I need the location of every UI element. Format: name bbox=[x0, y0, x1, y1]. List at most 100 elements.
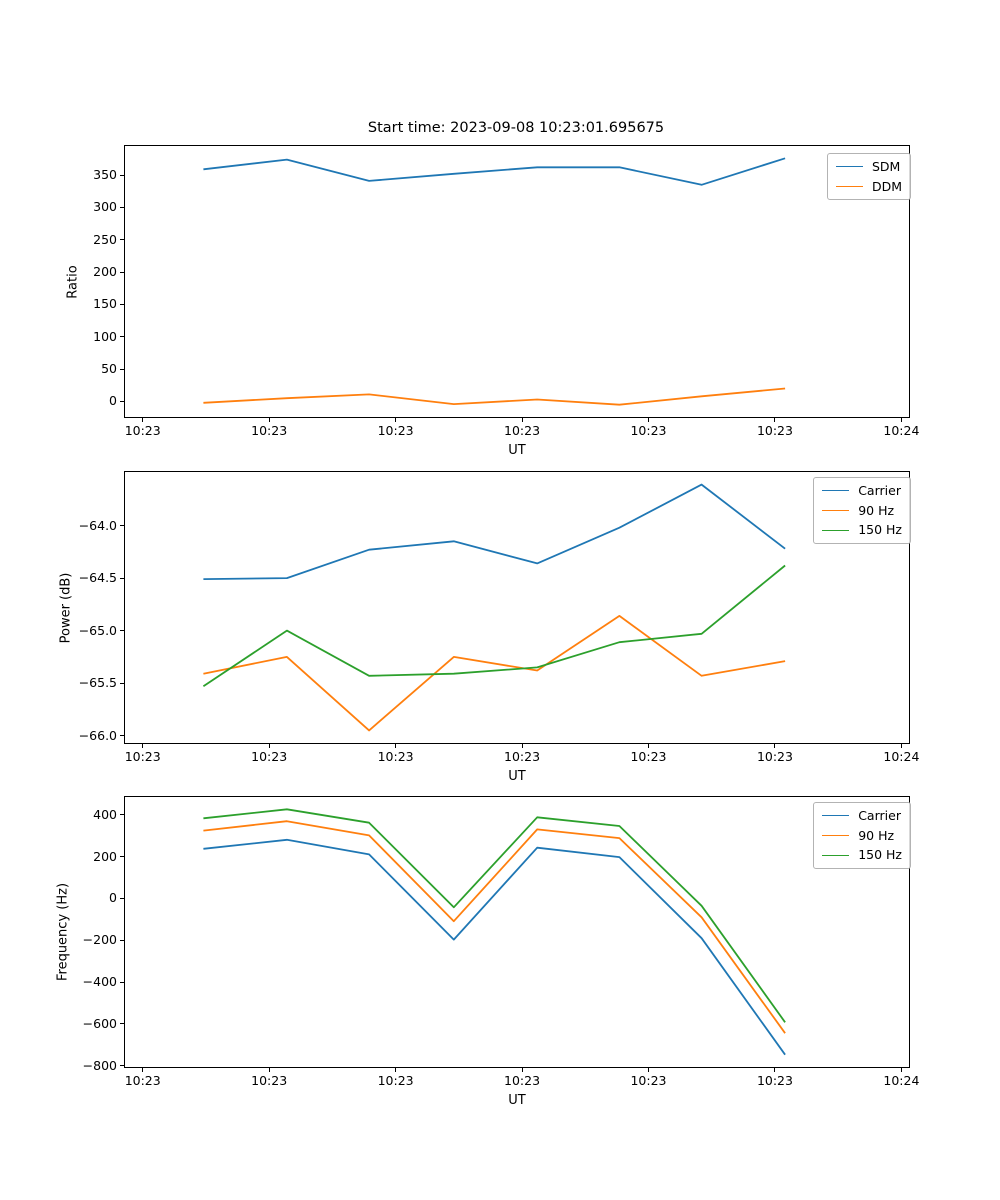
y-tick-mark bbox=[120, 400, 124, 402]
legend-label: Carrier bbox=[858, 483, 901, 498]
x-tick-mark bbox=[774, 744, 776, 748]
legend-line-swatch bbox=[822, 815, 850, 817]
y-tick-mark bbox=[120, 682, 124, 684]
legend-item-150-hz: 150 Hz bbox=[822, 847, 902, 863]
y-tick-label: −600 bbox=[82, 1015, 117, 1031]
series-line-sdm bbox=[203, 157, 786, 186]
legend-line-swatch bbox=[822, 834, 850, 836]
x-tick-label: 10:23 bbox=[504, 1073, 541, 1088]
legend-label: 90 Hz bbox=[858, 827, 895, 843]
legend-label: DDM bbox=[871, 178, 902, 194]
y-tick-mark bbox=[120, 303, 124, 305]
x-tick-mark bbox=[521, 418, 523, 422]
y-tick-label: −800 bbox=[82, 1057, 117, 1073]
power-plot: Power (dB) UT Carrier 90 Hz 150 Hz −66.0 −6… bbox=[59, 471, 919, 783]
y-tick-mark bbox=[120, 206, 124, 208]
y-tick-mark bbox=[120, 630, 124, 632]
legend-label: 150 Hz bbox=[858, 522, 902, 538]
x-tick-mark bbox=[395, 418, 397, 422]
y-tick-mark bbox=[120, 939, 124, 941]
x-tick-mark bbox=[395, 744, 397, 748]
y-tick-label: −65.5 bbox=[78, 674, 117, 690]
y-tick-mark bbox=[120, 897, 124, 899]
legend-line-swatch bbox=[835, 166, 863, 168]
legend-item-ddm: DDM bbox=[835, 178, 902, 195]
legend-item-carrier: Carrier bbox=[822, 808, 902, 824]
x-tick-label: 10:23 bbox=[504, 749, 541, 764]
legend-label: 90 Hz bbox=[858, 502, 895, 518]
y-tick-label: 250 bbox=[93, 231, 117, 247]
x-tick-label: 10:23 bbox=[377, 423, 414, 438]
y-tick-label: 50 bbox=[101, 360, 117, 376]
x-tick-mark bbox=[900, 1068, 902, 1072]
y-tick-label: 100 bbox=[93, 328, 117, 344]
x-tick-label: 10:23 bbox=[124, 749, 161, 764]
frequency-plot: Frequency (Hz) UT Carrier 90 Hz 150 Hz −80… bbox=[56, 796, 919, 1107]
x-tick-label: 10:23 bbox=[630, 749, 667, 764]
x-tick-mark bbox=[395, 1068, 397, 1072]
series-line-carrier bbox=[203, 838, 786, 1056]
x-tick-label: 10:23 bbox=[756, 423, 793, 438]
x-tick-label: 10:23 bbox=[251, 1073, 288, 1088]
y-tick-mark bbox=[120, 271, 124, 273]
ratio-y-axis-label: Ratio bbox=[65, 264, 81, 299]
x-tick-label: 10:23 bbox=[756, 749, 793, 764]
series-line-90-hz bbox=[203, 614, 786, 732]
y-tick-label: −64.0 bbox=[78, 517, 117, 533]
legend-item-carrier: Carrier bbox=[822, 483, 902, 499]
y-tick-mark bbox=[120, 1065, 124, 1067]
ratio-x-axis-label: UT bbox=[508, 443, 526, 458]
x-tick-label: 10:23 bbox=[630, 1073, 667, 1088]
x-tick-mark bbox=[142, 418, 144, 422]
legend-label: Carrier bbox=[858, 808, 901, 823]
x-tick-mark bbox=[900, 744, 902, 748]
x-tick-mark bbox=[268, 744, 270, 748]
x-tick-label: 10:23 bbox=[756, 1073, 793, 1088]
x-tick-label: 10:23 bbox=[377, 1073, 414, 1088]
x-tick-mark bbox=[648, 1068, 649, 1072]
y-tick-mark bbox=[120, 239, 124, 241]
y-tick-label: −64.5 bbox=[78, 569, 117, 585]
y-tick-mark bbox=[120, 981, 124, 983]
legend-item-90-hz: 90 Hz bbox=[822, 503, 902, 519]
legend-line-swatch bbox=[822, 509, 850, 511]
power-plot-canvas bbox=[202, 483, 786, 732]
x-tick-label: 10:23 bbox=[504, 423, 541, 438]
legend-item-90-hz: 90 Hz bbox=[822, 828, 902, 844]
figure-title: Start time: 2023-09-08 10:23:01.695675 bbox=[367, 120, 665, 136]
x-tick-label: 10:23 bbox=[124, 423, 161, 438]
series-line-carrier bbox=[203, 483, 786, 580]
legend-label: 150 Hz bbox=[858, 847, 902, 863]
x-tick-mark bbox=[142, 744, 144, 748]
x-tick-label: 10:23 bbox=[377, 749, 414, 764]
x-tick-label: 10:23 bbox=[630, 423, 667, 438]
y-tick-label: 200 bbox=[93, 263, 117, 279]
x-tick-mark bbox=[648, 744, 649, 748]
x-tick-mark bbox=[521, 744, 523, 748]
series-line-90-hz bbox=[203, 820, 786, 1034]
y-tick-label: 400 bbox=[93, 806, 117, 822]
series-line-150-hz bbox=[203, 808, 786, 1023]
frequency-x-axis-label: UT bbox=[508, 1093, 526, 1108]
ratio-plot: Ratio UT SDM DDM 0 50 100 150 200 250 300 350 10:… bbox=[66, 145, 919, 457]
y-tick-label: −200 bbox=[82, 931, 117, 947]
y-tick-mark bbox=[120, 1023, 124, 1025]
power-x-axis-label: UT bbox=[508, 769, 526, 784]
legend-line-swatch bbox=[822, 854, 850, 856]
frequency-legend: Carrier 90 Hz 150 Hz bbox=[813, 802, 911, 869]
y-tick-label: 200 bbox=[93, 848, 117, 864]
y-tick-mark bbox=[120, 525, 124, 527]
y-tick-label: −65.0 bbox=[78, 622, 117, 638]
y-tick-label: 300 bbox=[93, 199, 117, 215]
y-tick-mark bbox=[120, 814, 124, 816]
ratio-plot-canvas bbox=[203, 157, 786, 406]
x-tick-label: 10:24 bbox=[883, 749, 920, 764]
legend-label: SDM bbox=[871, 159, 901, 174]
y-tick-mark bbox=[120, 174, 124, 176]
x-tick-mark bbox=[521, 1068, 523, 1072]
x-tick-mark bbox=[268, 1068, 270, 1072]
y-tick-mark bbox=[120, 577, 124, 579]
ratio-legend: SDM DDM bbox=[826, 153, 911, 201]
power-y-axis-label: Power (dB) bbox=[58, 572, 74, 643]
